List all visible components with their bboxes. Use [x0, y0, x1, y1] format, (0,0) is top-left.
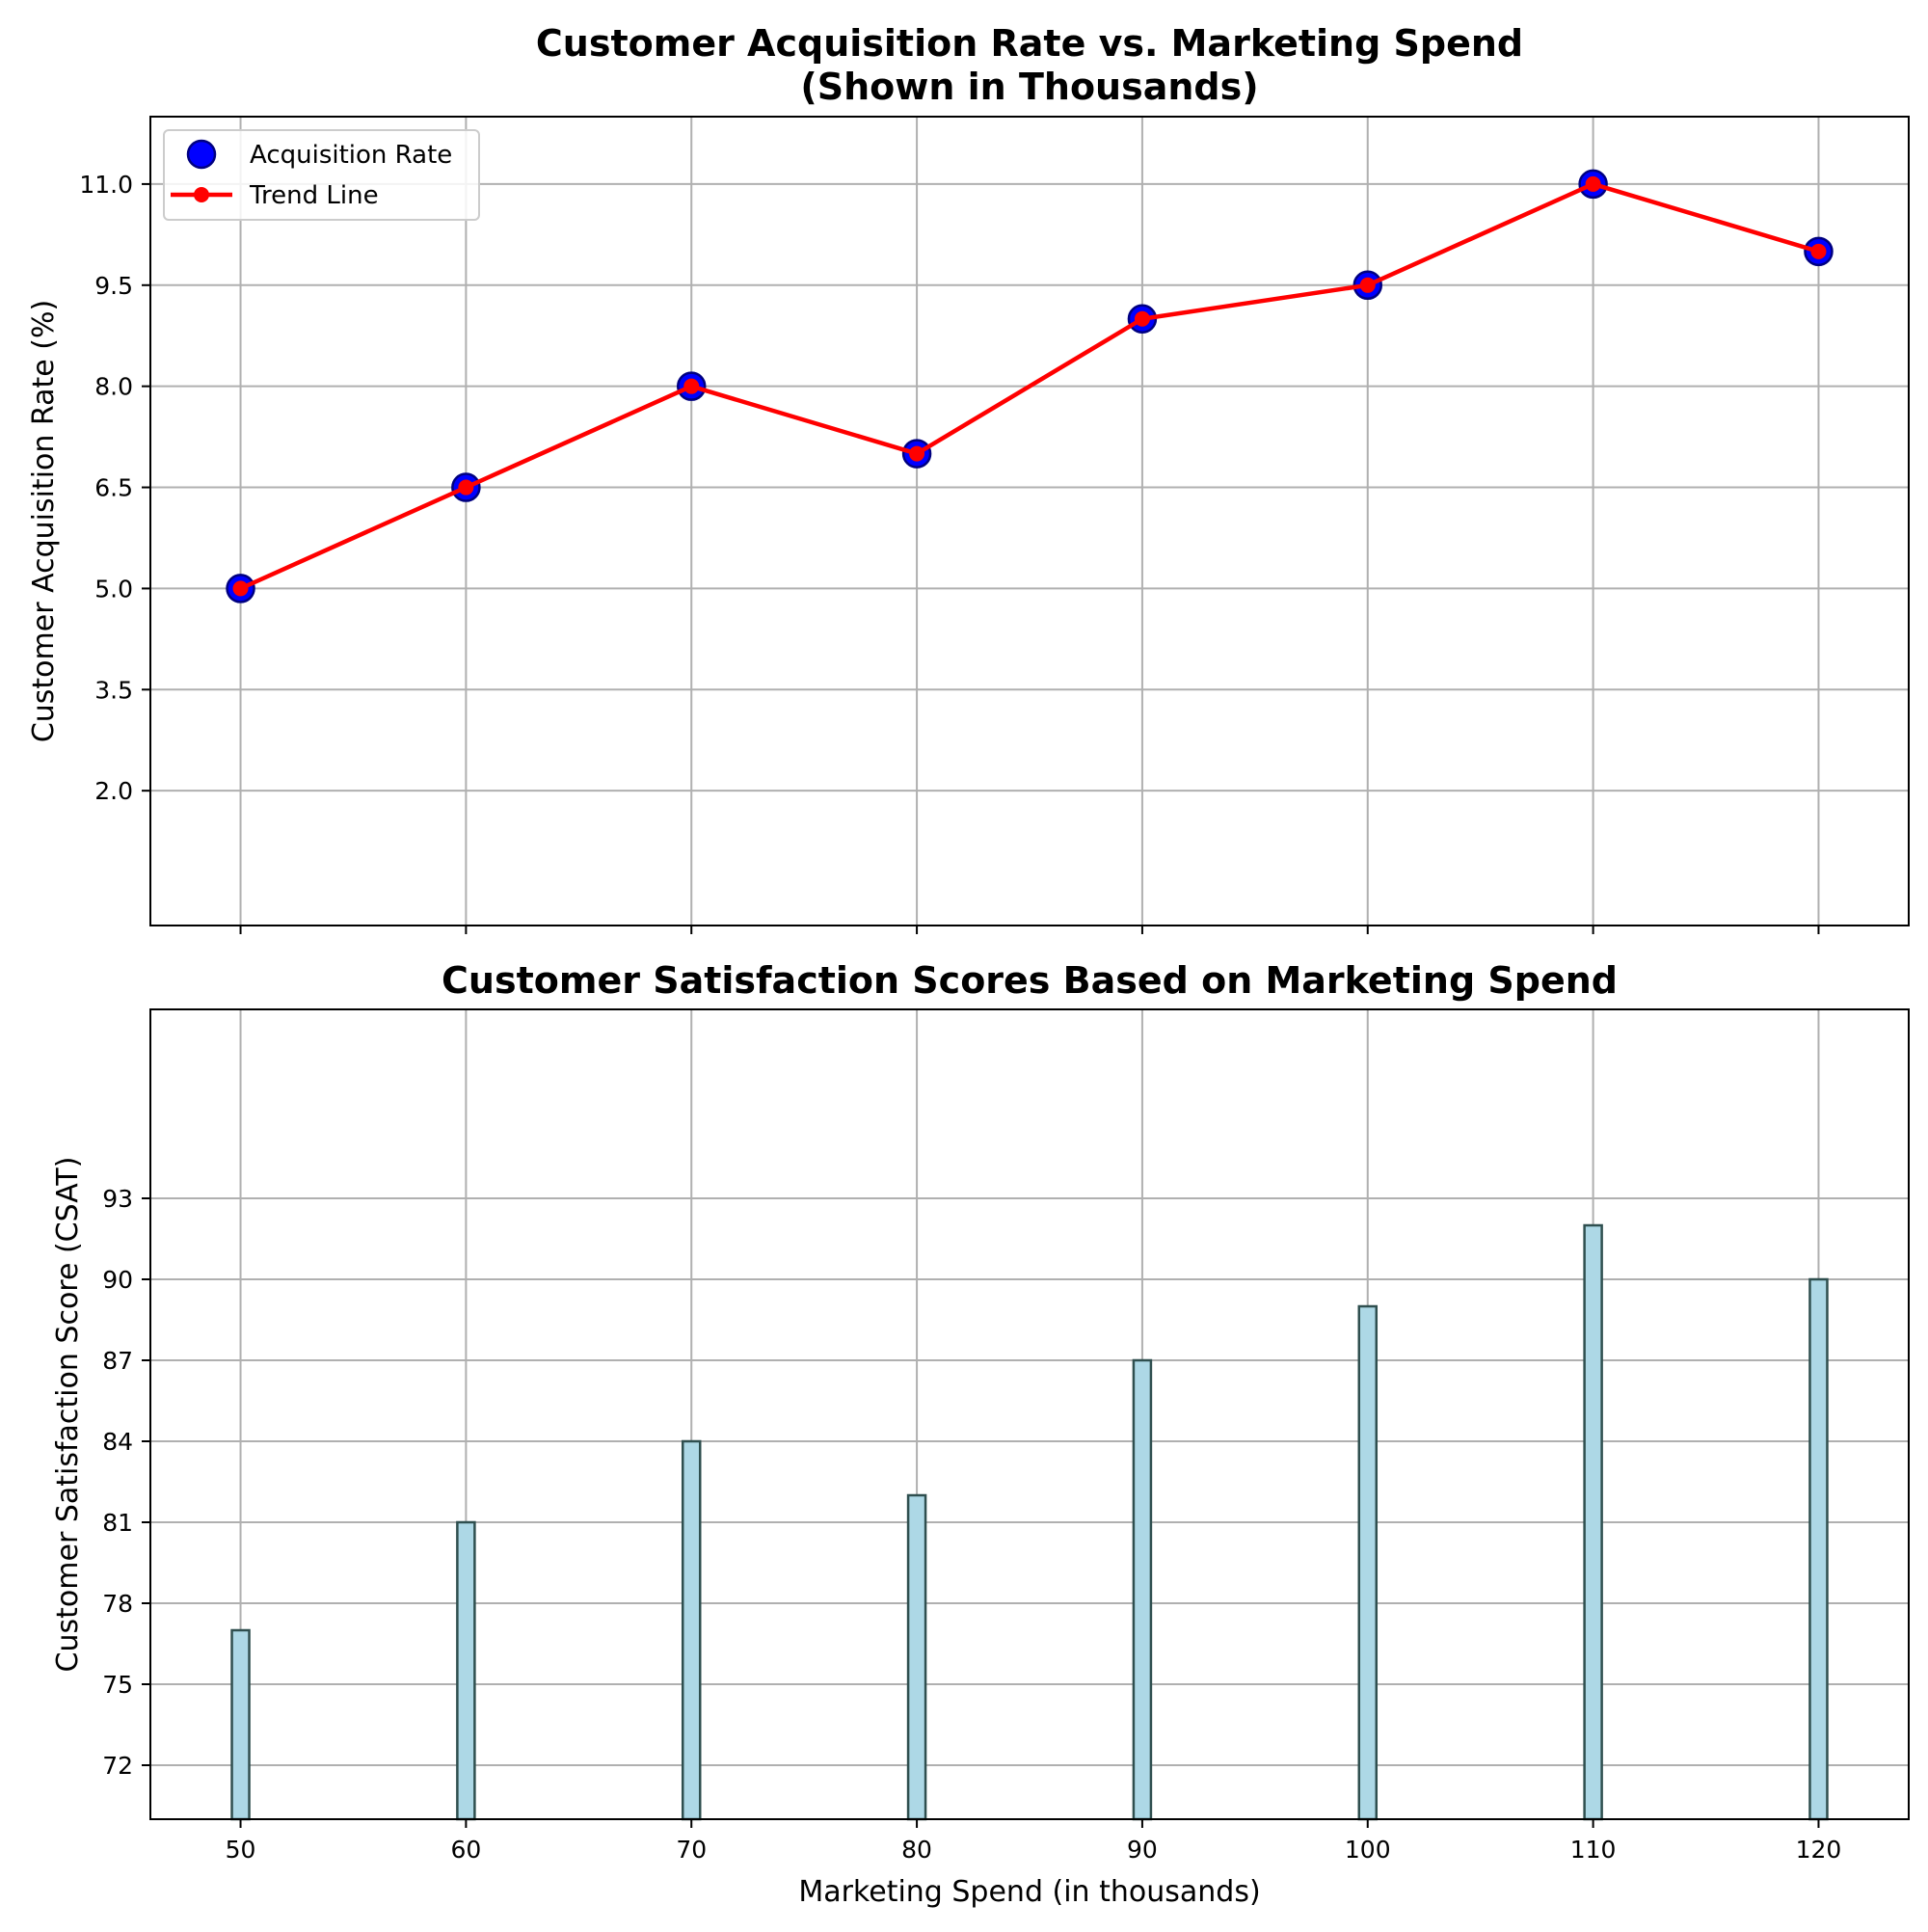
csat-bar-4 — [1132, 1358, 1153, 1821]
x-tick-label-6: 110 — [1570, 1836, 1617, 1864]
csat-bar-3 — [906, 1493, 927, 1821]
satisfaction-chart: 50 60 70 80 90 100 110 120 72 75 78 81 84 87 90 93 Custo… — [51, 959, 1910, 1909]
csat-bar-7 — [1808, 1277, 1829, 1821]
x-tick-label-4: 90 — [1127, 1836, 1158, 1864]
chart-title-line-0: Customer Satisfaction Scores Based on Ma… — [442, 959, 1618, 1002]
y-tick-label-3: 81 — [102, 1509, 133, 1537]
y-tick-label-7: 93 — [102, 1185, 133, 1213]
trend-marker-1 — [458, 479, 474, 496]
x-tick-label-3: 80 — [901, 1836, 932, 1864]
y-tick-label-6: 11.0 — [79, 171, 133, 199]
plot-frame-2 — [149, 1008, 1910, 1820]
legend-marker-acquisition — [186, 139, 217, 170]
y-tick-label-1: 3.5 — [94, 676, 133, 704]
csat-bar-5 — [1357, 1304, 1379, 1821]
csat-bar-6 — [1583, 1223, 1603, 1821]
y-tick-label-0: 72 — [102, 1752, 133, 1780]
x-tick-label-5: 100 — [1345, 1836, 1391, 1864]
trend-marker-5 — [1359, 277, 1376, 293]
acquisition-chart: 2.0 3.5 5.0 6.5 8.0 9.5 11.0 Customer Acquisiti… — [27, 22, 1910, 934]
trend-line — [239, 181, 1820, 591]
y-tick-label-2: 5.0 — [94, 575, 133, 603]
trend-marker-6 — [1585, 175, 1601, 192]
y-tick-label-6: 90 — [102, 1266, 133, 1294]
x-axis-label-2: Marketing Spend (in thousands) — [798, 1875, 1260, 1909]
y-tick-label-1: 75 — [102, 1671, 133, 1699]
trend-marker-4 — [1134, 310, 1150, 327]
y-tick-label-2: 78 — [102, 1590, 133, 1618]
y-axis-label-2: Customer Satisfaction Score (CSAT) — [51, 1157, 85, 1673]
plot-frame-1 — [149, 116, 1910, 926]
y-axis-label-1: Customer Acquisition Rate (%) — [27, 300, 61, 742]
x-tick-label-7: 120 — [1796, 1836, 1842, 1864]
legend-label-acquisition: Acquisition Rate — [250, 141, 452, 170]
legend-marker-trend — [194, 187, 209, 202]
x-tick-label-2: 70 — [676, 1836, 707, 1864]
legend: Acquisition Rate Trend Line — [163, 129, 480, 221]
chart-title-line-1: (Shown in Thousands) — [800, 66, 1258, 108]
csat-bar-2 — [681, 1439, 702, 1821]
legend-box — [163, 129, 480, 221]
trend-marker-2 — [683, 378, 700, 394]
y-tick-label-3: 6.5 — [94, 474, 133, 502]
y-tick-label-4: 8.0 — [94, 373, 133, 401]
legend-label-trend: Trend Line — [249, 181, 379, 210]
x-tick-label-0: 50 — [226, 1836, 256, 1864]
chart-title-line-0: Customer Acquisition Rate vs. Marketing … — [536, 22, 1523, 65]
y-tick-label-0: 2.0 — [94, 777, 133, 805]
x-tick-label-1: 60 — [450, 1836, 481, 1864]
y-tick-label-5: 87 — [102, 1347, 133, 1375]
y-tick-label-5: 9.5 — [94, 272, 133, 300]
csat-bar-0 — [230, 1628, 251, 1821]
csat-bar-1 — [456, 1520, 476, 1821]
y-tick-label-4: 84 — [102, 1428, 133, 1456]
trend-marker-3 — [909, 445, 925, 462]
trend-marker-7 — [1810, 243, 1827, 259]
trend-marker-0 — [232, 580, 249, 597]
